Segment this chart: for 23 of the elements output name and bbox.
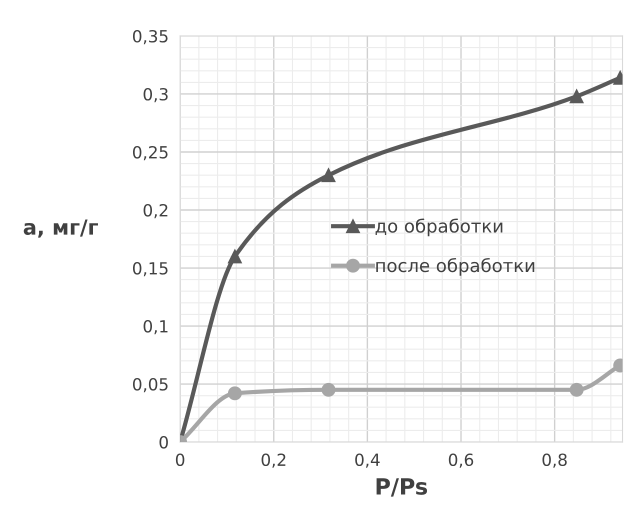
y-axis-title: a, мг/г [24, 219, 98, 238]
y-tick-label: 0,2 [144, 204, 168, 218]
point [228, 386, 242, 400]
y-tick-label: 0,25 [133, 146, 168, 160]
y-tick-label: 0 [160, 436, 168, 449]
y-tick-label: 0,3 [144, 88, 168, 102]
x-tick-label: 0,6 [448, 453, 474, 468]
y-tick-label: 0,05 [133, 378, 168, 392]
x-tick-label: 0 [176, 453, 184, 466]
point [570, 89, 584, 104]
y-tick-label: 0,35 [133, 30, 168, 44]
point [322, 168, 336, 182]
legend-label: после обработки [376, 258, 534, 276]
x-axis-title: P/Ps [376, 478, 428, 497]
y-tick-label: 0,1 [144, 320, 168, 334]
point [228, 249, 242, 264]
x-tick-label: 0,2 [262, 453, 286, 468]
legend-label: до обработки [376, 218, 502, 236]
point [322, 382, 336, 397]
x-tick-label: 0,4 [355, 453, 380, 468]
x-tick-label: 0,8 [542, 453, 567, 468]
point [570, 382, 584, 397]
y-tick-label: 0,15 [133, 262, 168, 276]
